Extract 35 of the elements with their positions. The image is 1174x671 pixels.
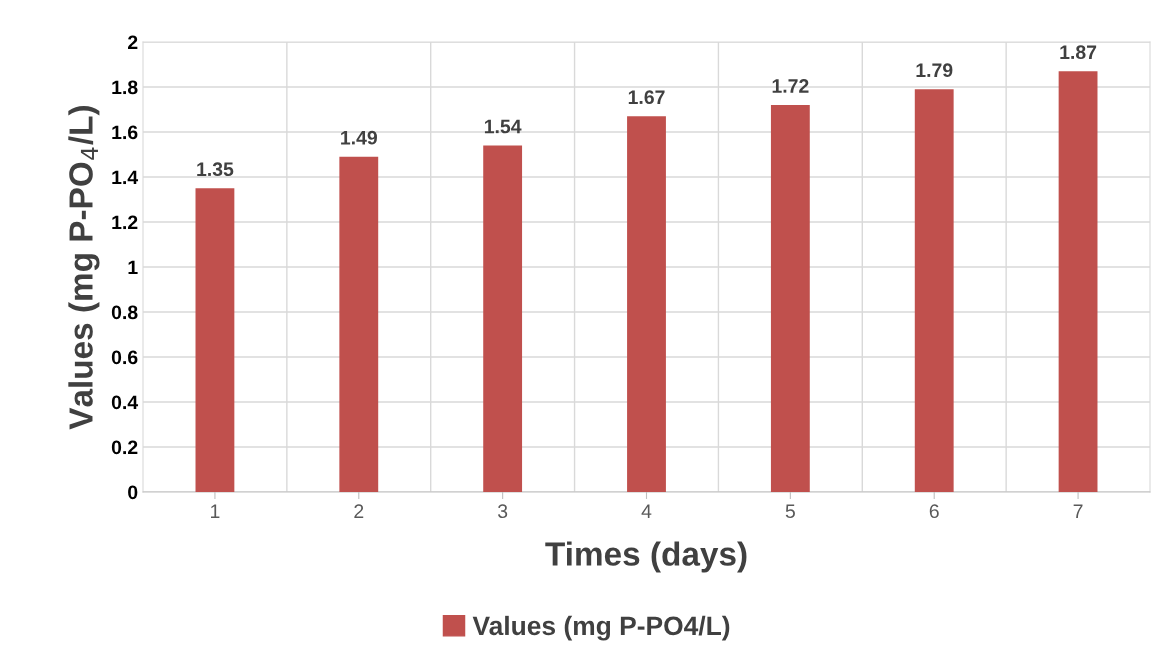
bar [1058, 71, 1098, 492]
x-axis-title: Times (days) [545, 541, 747, 573]
data-label: 1.35 [197, 162, 234, 177]
bar [195, 188, 235, 492]
y-tick-label: 0.4 [111, 395, 139, 410]
y-tick-label: 0 [128, 485, 138, 500]
data-label: 1.72 [772, 79, 809, 93]
x-tick-label: 2 [354, 504, 364, 518]
y-axis-title: Values (mg P-PO$_{4}$/L) [68, 106, 100, 430]
legend-label: Values (mg P-PO4/L) [472, 615, 730, 641]
y-tick-label: 0.2 [111, 440, 138, 455]
y-tick-label: 1.4 [112, 170, 139, 185]
y-tick-label: 0.6 [111, 350, 138, 365]
y-tick-label: 2 [128, 35, 138, 50]
x-tick-label: 7 [1073, 504, 1083, 518]
x-tick-label: 4 [641, 504, 652, 518]
data-label: 1.87 [1060, 45, 1097, 60]
y-tick-label: 0.8 [111, 305, 138, 320]
data-label: 1.49 [341, 130, 377, 145]
data-label: 1.67 [628, 90, 665, 105]
bar [770, 105, 810, 492]
y-tick-label: 1.6 [112, 125, 138, 140]
data-label: 1.54 [484, 119, 522, 134]
bar [339, 156, 379, 492]
data-label: 1.79 [916, 63, 953, 78]
x-tick-label: 5 [785, 504, 795, 519]
x-tick-label: 1 [211, 504, 220, 518]
bar [483, 145, 523, 492]
x-tick-label: 6 [929, 504, 939, 519]
y-tick-label: 1.2 [112, 215, 138, 230]
x-tick-label: 3 [497, 504, 508, 519]
y-tick-label: 1.8 [112, 80, 138, 95]
bar [914, 89, 954, 492]
bar [627, 116, 666, 492]
y-tick-label: 1 [128, 260, 138, 275]
